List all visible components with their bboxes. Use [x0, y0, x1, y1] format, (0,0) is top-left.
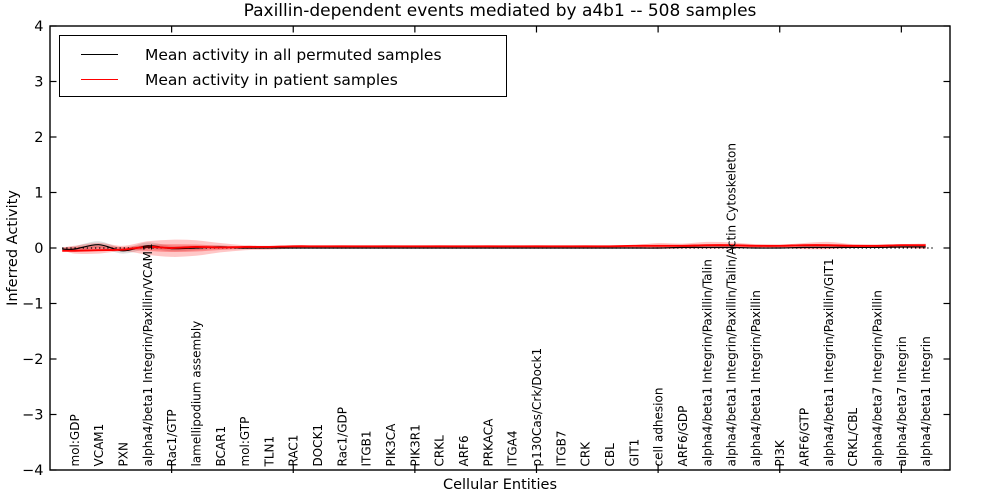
entity-tick-label: mol:GDP: [68, 414, 82, 466]
legend-item-patient: Mean activity in patient samples: [60, 67, 506, 92]
y-tick-label: −4: [22, 463, 43, 479]
permuted-mean-line: [62, 244, 926, 252]
entity-tick-label: ARF6/GTP: [798, 408, 812, 467]
y-tick-label: 0: [34, 241, 43, 257]
entity-tick-label: ITGB1: [360, 430, 374, 466]
y-tick-label: 2: [34, 130, 43, 146]
entity-tick-label: ARF6: [457, 435, 471, 466]
y-tick-label: 1: [34, 186, 43, 202]
entity-tick-label: DOCK1: [311, 424, 325, 467]
entity-tick-label: GIT1: [627, 439, 641, 467]
y-axis-label: Inferred Activity: [5, 190, 21, 306]
entity-tick-label: PRKACA: [481, 418, 495, 467]
legend: Mean activity in all permuted samples Me…: [59, 35, 507, 97]
entity-tick-label: alpha4/beta7 Integrin/Paxillin: [871, 290, 885, 466]
entity-tick-label: VCAM1: [92, 424, 106, 467]
entity-tick-label: CRKL/CBL: [846, 408, 860, 467]
entity-tick-label: ITGA4: [506, 430, 520, 466]
entity-tick-label: TLN1: [262, 436, 276, 468]
entity-tick-label: ITGB7: [554, 430, 568, 466]
entity-tick-label: PXN: [117, 442, 131, 466]
entity-tick-label: cell adhesion: [652, 388, 666, 467]
entity-tick-label: ARF6/GDP: [676, 406, 690, 467]
entity-tick-label: Rac1/GTP: [165, 409, 179, 466]
y-tick-label: −2: [22, 352, 43, 368]
entity-tick-label: alpha4/beta1 Integrin: [919, 336, 933, 466]
entity-tick-label: CBL: [603, 443, 617, 467]
entity-tick-label: alpha4/beta1 Integrin/Paxillin/VCAM1: [141, 243, 155, 466]
entity-tick-label: p130Cas/Crk/Dock1: [530, 348, 544, 467]
legend-label-patient: Mean activity in patient samples: [145, 70, 398, 89]
y-tick-label: 3: [34, 75, 43, 91]
entity-tick-label: alpha4/beta1 Integrin/Paxillin/Talin/Act…: [725, 143, 739, 466]
entity-tick-label: BCAR1: [214, 426, 228, 467]
y-tick-label: 4: [34, 19, 43, 35]
entity-tick-label: alpha4/beta1 Integrin/Paxillin/Talin: [700, 259, 714, 466]
entity-tick-label: Rac1/GDP: [335, 407, 349, 466]
entity-tick-label: CRK: [579, 441, 593, 467]
y-tick-label: −1: [22, 297, 43, 313]
entity-tick-label: alpha4/beta1 Integrin/Paxillin: [749, 290, 763, 466]
chart-title: Paxillin-dependent events mediated by a4…: [243, 1, 757, 21]
entity-tick-label: CRKL: [433, 435, 447, 467]
entity-tick-label: mol:GTP: [238, 417, 252, 467]
entity-tick-label: lamellipodium assembly: [189, 321, 203, 467]
legend-label-permuted: Mean activity in all permuted samples: [145, 45, 442, 64]
entity-tick-label: PI3K: [773, 439, 787, 466]
y-tick-label: −3: [22, 408, 43, 424]
x-axis-label: Cellular Entities: [442, 477, 558, 493]
patient-mean-line: [62, 244, 926, 252]
patient-line-swatch: [81, 79, 118, 80]
entity-tick-label: alpha4/beta7 Integrin: [895, 336, 909, 466]
legend-item-permuted: Mean activity in all permuted samples: [60, 42, 506, 67]
entity-tick-label: PIK3R1: [408, 424, 422, 466]
entity-tick-label: RAC1: [287, 435, 301, 467]
entity-tick-label: alpha4/beta1 Integrin/Paxillin/GIT1: [822, 258, 836, 466]
permuted-line-swatch: [81, 54, 118, 55]
entity-tick-label: PIK3CA: [384, 423, 398, 467]
